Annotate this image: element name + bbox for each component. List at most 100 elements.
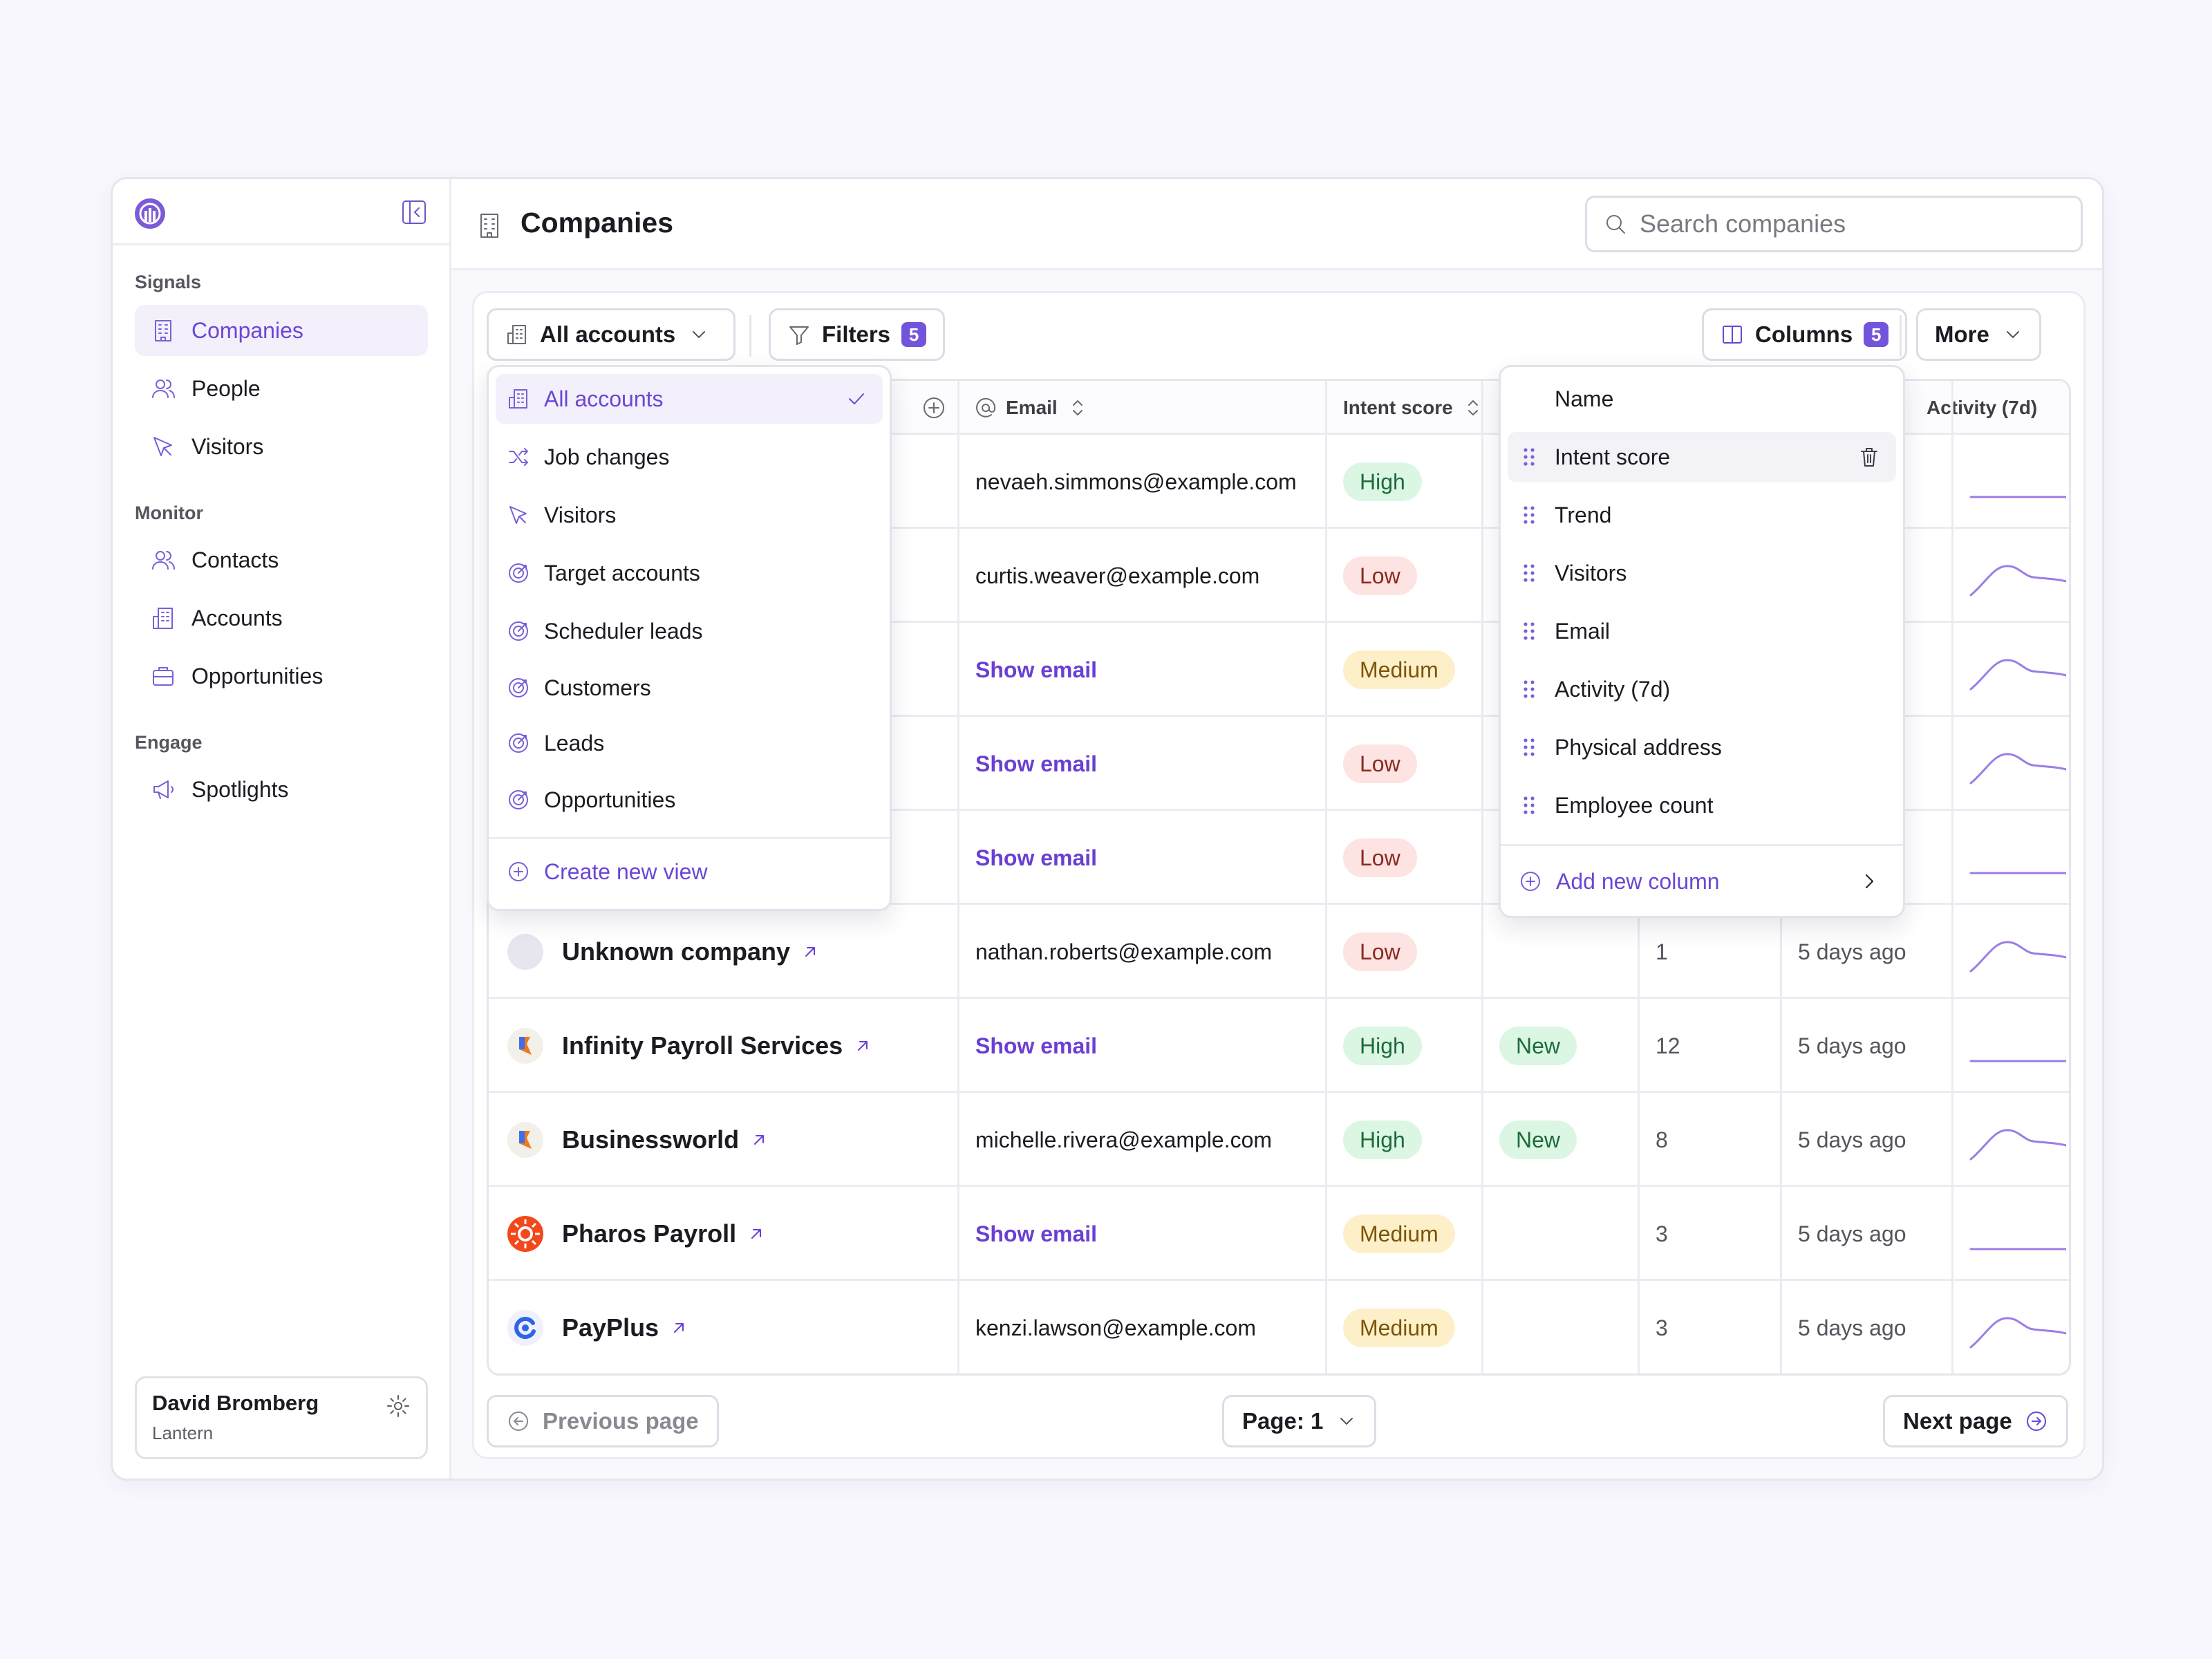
column-option[interactable]: Email bbox=[1508, 606, 1896, 656]
activity-cell bbox=[1951, 529, 2069, 623]
company-cell: Pharos Payroll bbox=[489, 1187, 957, 1281]
collapse-sidebar-icon[interactable] bbox=[400, 198, 428, 226]
show-email-button[interactable]: Show email bbox=[975, 1221, 1098, 1246]
gear-icon[interactable] bbox=[386, 1394, 411, 1418]
view-option[interactable]: Visitors bbox=[496, 490, 883, 540]
show-email-button[interactable]: Show email bbox=[975, 657, 1098, 682]
more-button[interactable]: More bbox=[1916, 308, 2041, 361]
table-row[interactable]: Infinity Payroll Services Show email High N… bbox=[489, 999, 2069, 1093]
add-new-column-button[interactable]: Add new column bbox=[1508, 856, 1896, 906]
column-option-label: Activity (7d) bbox=[1555, 676, 1671, 702]
external-link-icon[interactable] bbox=[854, 1037, 872, 1055]
activity-column-header[interactable]: Activity (7d) bbox=[1909, 381, 2069, 435]
company-name-link[interactable]: PayPlus bbox=[562, 1313, 659, 1342]
next-page-button[interactable]: Next page bbox=[1883, 1395, 2068, 1447]
intent-score-badge: Low bbox=[1343, 556, 1417, 595]
table-row[interactable]: Pharos Payroll Show email Medium 3 5 days ag… bbox=[489, 1187, 2069, 1281]
add-column-header[interactable] bbox=[903, 381, 946, 435]
lantern-logo-icon[interactable] bbox=[133, 197, 167, 230]
sidebar-item-label: Opportunities bbox=[191, 663, 324, 688]
view-selector-button[interactable]: All accounts bbox=[487, 308, 735, 361]
column-option[interactable]: Physical address bbox=[1508, 722, 1896, 772]
table-row[interactable]: nevaeh.simmons@example.com High bbox=[489, 435, 2069, 529]
column-option[interactable]: Activity (7d) bbox=[1508, 664, 1896, 714]
external-link-icon[interactable] bbox=[670, 1319, 688, 1337]
company-name-link[interactable]: Businessworld bbox=[562, 1125, 740, 1154]
sidebar-item-visitors[interactable]: Visitors bbox=[135, 421, 428, 472]
column-option[interactable]: Intent score bbox=[1508, 432, 1896, 482]
target-icon bbox=[507, 676, 530, 700]
view-selector-label: All accounts bbox=[540, 321, 676, 347]
company-logo bbox=[507, 1027, 544, 1065]
intent-score-column-header[interactable]: Intent score bbox=[1325, 381, 1482, 435]
create-new-view-button[interactable]: Create new view bbox=[496, 847, 883, 897]
search-input[interactable] bbox=[1640, 209, 2054, 238]
drag-handle-icon[interactable] bbox=[1519, 503, 1539, 527]
drag-handle-icon[interactable] bbox=[1519, 445, 1539, 469]
column-option[interactable]: Visitors bbox=[1508, 548, 1896, 598]
page-header: Companies bbox=[451, 179, 2102, 270]
column-option[interactable]: Employee count bbox=[1508, 780, 1896, 830]
view-option[interactable]: All accounts bbox=[496, 374, 883, 424]
table-row[interactable]: Show email Medium bbox=[489, 623, 2069, 717]
search-box[interactable] bbox=[1585, 196, 2083, 252]
check-icon bbox=[845, 388, 868, 410]
add-new-column-label: Add new column bbox=[1556, 868, 1720, 894]
view-option[interactable]: Target accounts bbox=[496, 548, 883, 598]
target-icon bbox=[507, 561, 530, 585]
filters-button[interactable]: Filters 5 bbox=[769, 308, 946, 361]
show-email-button[interactable]: Show email bbox=[975, 845, 1098, 870]
show-email-button[interactable]: Show email bbox=[975, 1033, 1098, 1058]
trash-icon[interactable] bbox=[1857, 445, 1881, 469]
view-option[interactable]: Leads bbox=[496, 718, 883, 768]
table-row[interactable]: Businessworld michelle.rivera@example.com… bbox=[489, 1093, 2069, 1187]
previous-page-button[interactable]: Previous page bbox=[487, 1395, 719, 1447]
page-selector[interactable]: Page: 1 bbox=[1222, 1395, 1377, 1447]
table-row[interactable]: curtis.weaver@example.com Low bbox=[489, 529, 2069, 623]
external-link-icon[interactable] bbox=[750, 1131, 768, 1149]
drag-handle-placeholder bbox=[1519, 387, 1539, 411]
table-row[interactable]: Unknown company nathan.roberts@example.co… bbox=[489, 905, 2069, 999]
user-card[interactable]: David Bromberg Lantern bbox=[135, 1376, 428, 1459]
table-row[interactable]: Show email Low bbox=[489, 717, 2069, 811]
sidebar-item-companies[interactable]: Companies bbox=[135, 305, 428, 356]
drag-handle-icon[interactable] bbox=[1519, 794, 1539, 817]
table-row[interactable]: PayPlus kenzi.lawson@example.com Medium 3 5 … bbox=[489, 1281, 2069, 1374]
view-option[interactable]: Customers bbox=[496, 663, 883, 713]
external-link-icon[interactable] bbox=[747, 1225, 765, 1243]
drag-handle-icon[interactable] bbox=[1519, 735, 1539, 759]
company-name-link[interactable]: Unknown company bbox=[562, 937, 791, 966]
table-row[interactable]: Show email Low bbox=[489, 811, 2069, 905]
building-icon bbox=[475, 211, 504, 240]
view-option[interactable]: Job changes bbox=[496, 432, 883, 482]
view-option[interactable]: Opportunities bbox=[496, 775, 883, 825]
sidebar-item-opportunities[interactable]: Opportunities bbox=[135, 650, 428, 702]
company-logo bbox=[507, 1309, 544, 1347]
column-option[interactable]: Trend bbox=[1508, 490, 1896, 540]
view-option-label: Opportunities bbox=[544, 787, 676, 812]
drag-handle-icon[interactable] bbox=[1519, 561, 1539, 585]
menu-divider bbox=[489, 837, 890, 839]
sidebar-item-accounts[interactable]: Accounts bbox=[135, 592, 428, 644]
show-email-button[interactable]: Show email bbox=[975, 751, 1098, 776]
building-icon bbox=[150, 317, 176, 344]
view-option[interactable]: Scheduler leads bbox=[496, 606, 883, 656]
toolbar-divider bbox=[1900, 315, 1902, 357]
columns-count-badge: 5 bbox=[1864, 322, 1889, 347]
filters-count-badge: 5 bbox=[901, 322, 927, 347]
external-link-icon[interactable] bbox=[801, 943, 819, 961]
drag-handle-icon[interactable] bbox=[1519, 677, 1539, 701]
columns-button[interactable]: Columns 5 bbox=[1702, 308, 1908, 361]
column-option[interactable]: Name bbox=[1508, 374, 1896, 424]
email-column-header[interactable]: Email bbox=[957, 381, 1087, 435]
sidebar-item-contacts[interactable]: Contacts bbox=[135, 534, 428, 585]
sidebar-item-people[interactable]: People bbox=[135, 363, 428, 414]
more-label: More bbox=[1935, 321, 1989, 347]
column-option-label: Trend bbox=[1555, 502, 1612, 527]
company-name-link[interactable]: Infinity Payroll Services bbox=[562, 1031, 843, 1060]
drag-handle-icon[interactable] bbox=[1519, 619, 1539, 643]
company-name-link[interactable]: Pharos Payroll bbox=[562, 1219, 737, 1248]
column-header-label: Email bbox=[1006, 397, 1058, 418]
sidebar-item-spotlights[interactable]: Spotlights bbox=[135, 764, 428, 815]
chevron-down-icon bbox=[1337, 1412, 1356, 1431]
